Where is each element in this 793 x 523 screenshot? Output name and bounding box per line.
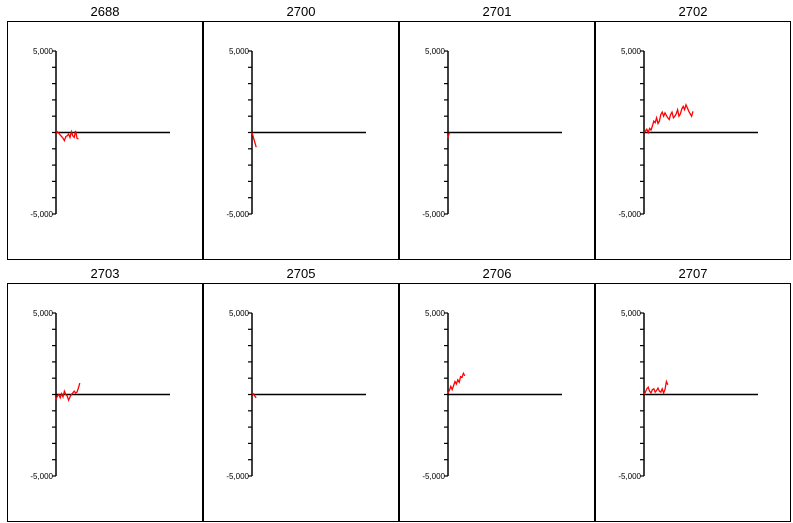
chart-title: 2702: [678, 4, 708, 19]
y-tick-label: -5,000: [226, 210, 249, 219]
y-tick-label: 5,000: [229, 309, 250, 318]
y-tick-label: 5,000: [621, 309, 642, 318]
chart-panel: 2703 5,000 -5,000: [7, 264, 203, 522]
y-tick-label: -5,000: [30, 472, 53, 481]
chart-plot: 5,000 -5,000: [7, 283, 203, 522]
series-line: [447, 371, 466, 394]
chart-plot: 5,000 -5,000: [7, 21, 203, 260]
y-tick-label: 5,000: [33, 309, 54, 318]
series-line: [447, 132, 451, 138]
chart-title: 2703: [90, 266, 120, 281]
series-line: [643, 102, 694, 135]
chart-plot: 5,000 -5,000: [595, 21, 791, 260]
chart-title: 2688: [90, 4, 120, 19]
y-tick-label: -5,000: [618, 472, 641, 481]
panel-frame: [399, 21, 595, 260]
y-tick-label: -5,000: [226, 472, 249, 481]
y-tick-label: -5,000: [30, 210, 53, 219]
chart-title: 2700: [286, 4, 316, 19]
panel-frame: [399, 283, 595, 522]
panel-frame: [595, 21, 791, 260]
chart-panel: 2700 5,000 -5,000: [203, 2, 399, 260]
chart-panel: 2701 5,000 -5,000: [399, 2, 595, 260]
series-line: [55, 382, 81, 403]
chart-title: 2705: [286, 266, 316, 281]
chart-plot: 5,000 -5,000: [203, 283, 399, 522]
y-tick-label: 5,000: [621, 47, 642, 56]
y-tick-label: 5,000: [229, 47, 250, 56]
chart-panel: 2707 5,000 -5,000: [595, 264, 791, 522]
series-line: [251, 392, 257, 399]
panel-frame: [7, 21, 203, 260]
chart-panel: 2705 5,000 -5,000: [203, 264, 399, 522]
panel-frame: [203, 21, 399, 260]
y-tick-label: 5,000: [425, 309, 446, 318]
y-tick-label: -5,000: [422, 472, 445, 481]
y-tick-label: 5,000: [425, 47, 446, 56]
series-line: [55, 129, 79, 143]
panel-frame: [203, 283, 399, 522]
panel-frame: [595, 283, 791, 522]
chart-plot: 5,000 -5,000: [595, 283, 791, 522]
y-tick-label: -5,000: [618, 210, 641, 219]
y-tick-label: -5,000: [422, 210, 445, 219]
chart-panel: 2702 5,000 -5,000: [595, 2, 791, 260]
chart-panel: 2688 5,000 -5,000: [7, 2, 203, 260]
y-tick-label: 5,000: [33, 47, 54, 56]
chart-title: 2701: [482, 4, 512, 19]
chart-panel: 2706 5,000 -5,000: [399, 264, 595, 522]
series-line: [643, 379, 669, 395]
chart-plot: 5,000 -5,000: [399, 21, 595, 260]
chart-plot: 5,000 -5,000: [399, 283, 595, 522]
series-line: [251, 132, 257, 148]
chart-title: 2707: [678, 266, 708, 281]
chart-title: 2706: [482, 266, 512, 281]
chart-plot: 5,000 -5,000: [203, 21, 399, 260]
panel-frame: [7, 283, 203, 522]
